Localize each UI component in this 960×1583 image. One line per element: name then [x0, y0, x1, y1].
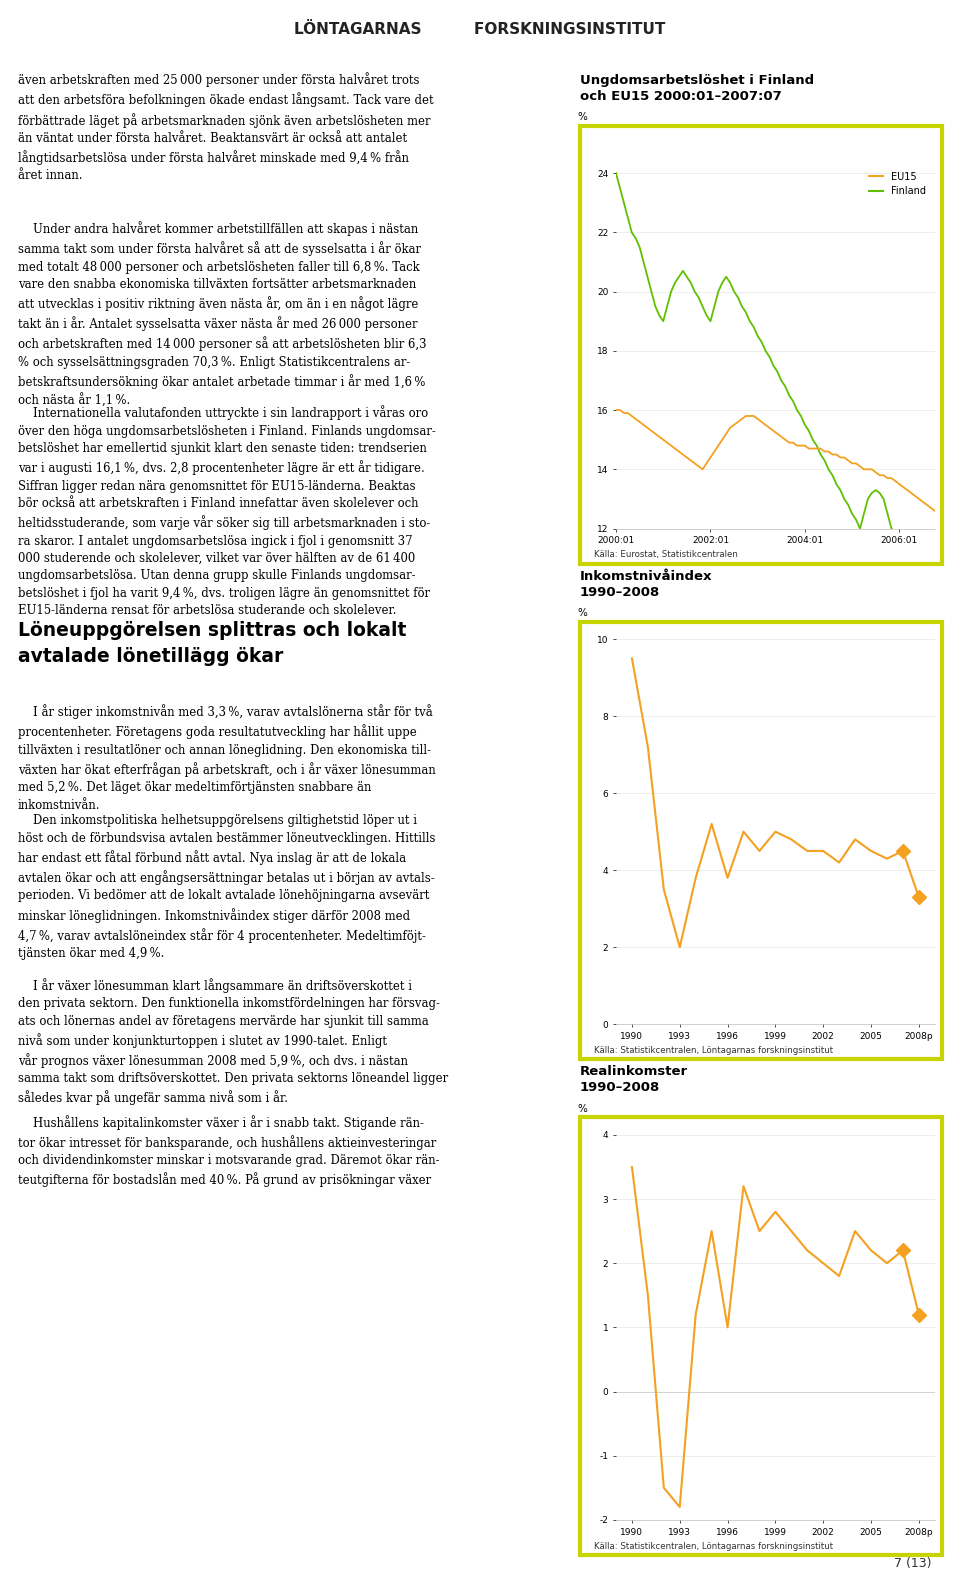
Text: LÖNTAGARNAS          FORSKNINGSINSTITUT: LÖNTAGARNAS FORSKNINGSINSTITUT — [295, 22, 665, 36]
Text: även arbetskraften med 25 000 personer under första halvåret trots
att den arbet: även arbetskraften med 25 000 personer u… — [18, 73, 434, 182]
Text: Källa: Statistikcentralen, Löntagarnas forskningsinstitut: Källa: Statistikcentralen, Löntagarnas f… — [594, 1542, 833, 1551]
Text: Källa: Eurostat, Statistikcentralen: Källa: Eurostat, Statistikcentralen — [594, 551, 738, 559]
Text: Under andra halvåret kommer arbetstillfällen att skapas i nästan
samma takt som : Under andra halvåret kommer arbetstillfä… — [18, 222, 426, 408]
Text: Inkomstnivåindex
1990–2008: Inkomstnivåindex 1990–2008 — [580, 570, 712, 598]
Text: I år stiger inkomstnivån med 3,3 %, varav avtalslönerna står för två
procentenhe: I år stiger inkomstnivån med 3,3 %, vara… — [18, 704, 436, 812]
Text: Hushållens kapitalinkomster växer i år i snabb takt. Stigande rän-
tor ökar intr: Hushållens kapitalinkomster växer i år i… — [18, 1114, 440, 1187]
Text: I år växer lönesumman klart långsammare än driftsöverskottet i
den privata sekto: I år växer lönesumman klart långsammare … — [18, 978, 448, 1105]
Text: Den inkomstpolitiska helhetsuppgörelsens giltighetstid löper ut i
höst och de fö: Den inkomstpolitiska helhetsuppgörelsens… — [18, 815, 436, 959]
Text: Ungdomsarbetslöshet i Finland
och EU15 2000:01–2007:07: Ungdomsarbetslöshet i Finland och EU15 2… — [580, 74, 814, 103]
Text: Källa: Statistikcentralen, Löntagarnas forskningsinstitut: Källa: Statistikcentralen, Löntagarnas f… — [594, 1046, 833, 1054]
Text: Internationella valutafonden uttryckte i sin landrapport i våras oro
över den hö: Internationella valutafonden uttryckte i… — [18, 405, 436, 617]
Text: 7 (13): 7 (13) — [894, 1558, 931, 1570]
Text: Löneuppgörelsen splittras och lokalt
avtalade lönetillägg ökar: Löneuppgörelsen splittras och lokalt avt… — [18, 621, 406, 666]
Text: Realinkomster
1990–2008: Realinkomster 1990–2008 — [580, 1065, 688, 1094]
